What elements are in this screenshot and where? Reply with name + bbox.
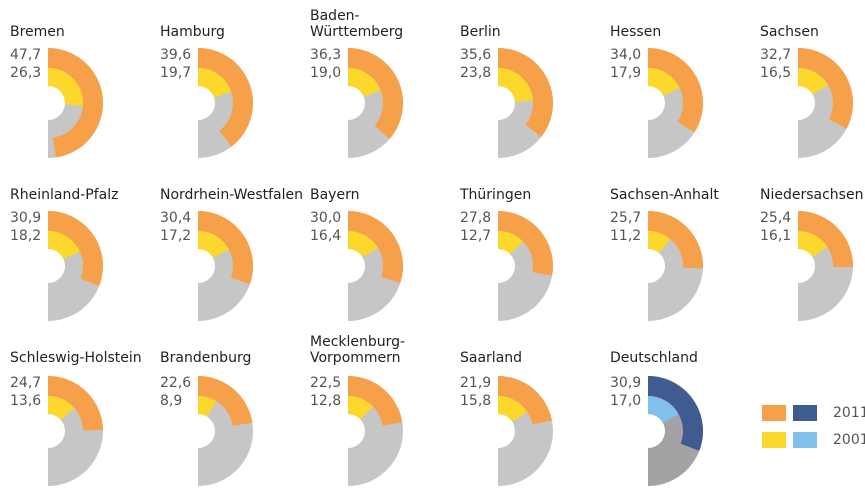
state-name: Niedersachsen xyxy=(760,187,864,203)
legend-swatch xyxy=(762,405,786,421)
value-label: 24,7 xyxy=(10,375,42,391)
value-label: 19,0 xyxy=(310,65,342,81)
value-label: 30,9 xyxy=(610,375,642,391)
state-name: Hessen xyxy=(610,24,662,40)
state-name: Nordrhein-Westfalen xyxy=(160,187,303,203)
value-label: 21,9 xyxy=(460,375,492,391)
value-label: 13,6 xyxy=(10,393,42,409)
state-name: Saarland xyxy=(460,350,523,366)
ring-segment xyxy=(648,396,679,423)
ring-segment xyxy=(648,376,704,451)
value-label: 8,9 xyxy=(160,393,183,409)
value-label: 22,6 xyxy=(160,375,192,391)
state-name: Sachsen-Anhalt xyxy=(610,187,719,203)
ring-segment xyxy=(48,376,103,431)
state-name: Deutschland xyxy=(610,350,698,366)
value-label: 15,8 xyxy=(460,393,492,409)
legend-swatch xyxy=(762,432,786,448)
ring-segment xyxy=(798,48,853,129)
ring-segment xyxy=(198,211,253,285)
ring-segment xyxy=(648,48,703,133)
value-label: 17,0 xyxy=(610,393,642,409)
state-name: Sachsen xyxy=(760,24,819,40)
legend-swatch xyxy=(793,432,817,448)
value-label: 32,7 xyxy=(760,47,792,63)
value-label: 30,0 xyxy=(310,210,342,226)
value-label: 12,7 xyxy=(460,228,492,244)
value-label: 18,2 xyxy=(10,228,42,244)
value-label: 26,3 xyxy=(10,65,42,81)
ring-segment xyxy=(348,48,403,139)
ring-segment xyxy=(348,68,381,97)
ring-segment xyxy=(798,68,829,95)
state-name: Berlin xyxy=(460,24,501,40)
ring-segment xyxy=(498,211,553,276)
ring-segment xyxy=(798,231,828,257)
ring-segment xyxy=(348,376,403,426)
ring-segment xyxy=(498,48,553,137)
ring-segment xyxy=(48,396,75,420)
value-label: 25,4 xyxy=(760,210,792,226)
state-name: Mecklenburg- Vorpommern xyxy=(310,334,406,366)
value-label: 16,5 xyxy=(760,65,792,81)
value-label: 47,7 xyxy=(10,47,42,63)
ring-segment xyxy=(48,231,80,259)
state-name: Brandenburg xyxy=(160,350,252,366)
ring-segment xyxy=(198,231,229,258)
state-name: Thüringen xyxy=(460,187,532,203)
legend-swatch xyxy=(793,405,817,421)
ring-segment xyxy=(498,68,533,102)
ring-segment xyxy=(648,211,704,269)
state-name: Hamburg xyxy=(160,24,225,40)
ring-segment xyxy=(48,68,83,106)
ring-segment xyxy=(798,211,853,268)
value-label: 27,8 xyxy=(460,210,492,226)
value-label: 35,6 xyxy=(460,47,492,63)
value-label: 22,5 xyxy=(310,375,342,391)
state-name: Bayern xyxy=(310,187,360,203)
ring-segment xyxy=(498,396,528,422)
ring-segment xyxy=(648,68,680,96)
value-label: 34,0 xyxy=(610,47,642,63)
ring-segment xyxy=(648,231,671,254)
value-label: 23,8 xyxy=(460,65,492,81)
state-name: Schleswig-Holstein xyxy=(10,350,142,366)
value-label: 17,2 xyxy=(160,228,192,244)
ring-segment xyxy=(348,231,379,258)
value-label: 12,8 xyxy=(310,393,342,409)
ring-segment xyxy=(348,396,374,420)
value-label: 30,4 xyxy=(160,210,192,226)
value-label: 25,7 xyxy=(610,210,642,226)
ring-segment xyxy=(48,48,103,158)
ring-segment xyxy=(348,211,403,283)
ring-segment xyxy=(198,376,253,426)
value-label: 17,9 xyxy=(610,65,642,81)
ring-segment xyxy=(498,376,552,425)
ring-segment xyxy=(198,396,217,417)
ring-segment xyxy=(498,231,524,255)
state-name: Bremen xyxy=(10,24,65,40)
value-label: 16,1 xyxy=(760,228,792,244)
ring-segment xyxy=(198,48,253,147)
ring-segment xyxy=(48,211,103,286)
value-label: 39,6 xyxy=(160,47,192,63)
value-label: 30,9 xyxy=(10,210,42,226)
legend-label: 2001 xyxy=(833,432,865,448)
ring-segment xyxy=(198,68,232,98)
state-name: Rheinland-Pfalz xyxy=(10,187,119,203)
value-label: 36,3 xyxy=(310,47,342,63)
state-name: Baden- Württemberg xyxy=(310,8,404,40)
value-label: 16,4 xyxy=(310,228,342,244)
value-label: 11,2 xyxy=(610,228,642,244)
value-label: 19,7 xyxy=(160,65,192,81)
legend-label: 2011 xyxy=(833,405,865,421)
